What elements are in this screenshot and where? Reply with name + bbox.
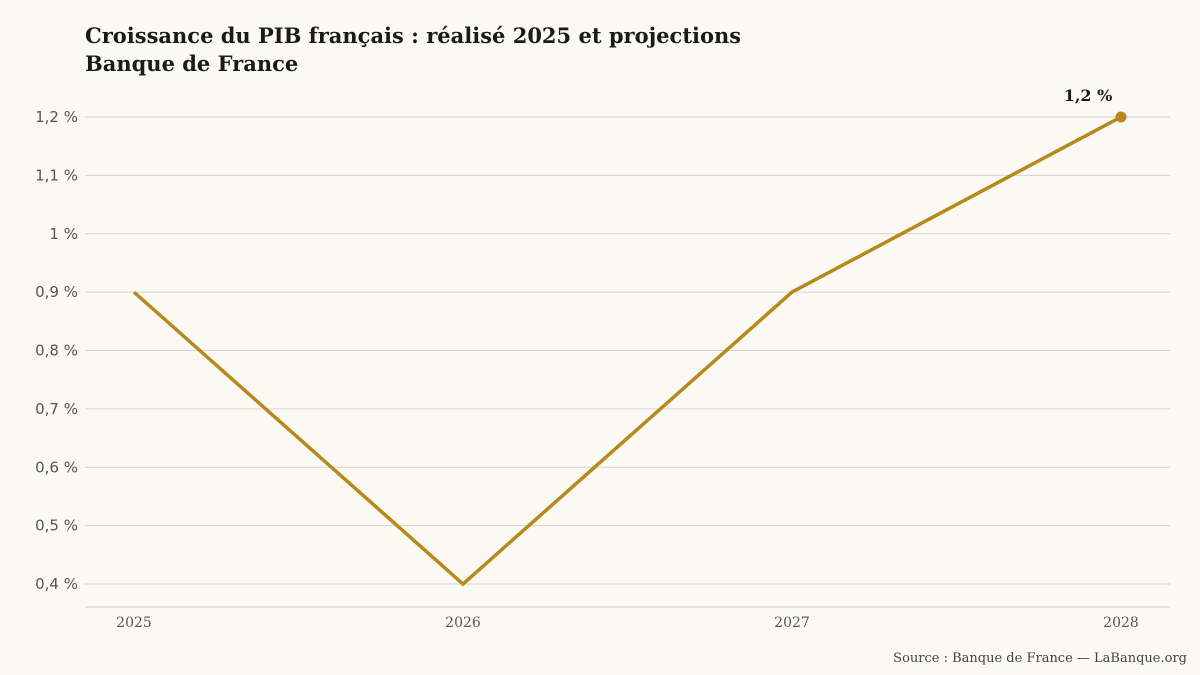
y-tick-label: 0,5 % — [35, 517, 78, 535]
y-tick-label: 0,9 % — [35, 283, 78, 301]
gridlines — [85, 116, 1170, 585]
source-note: Source : Banque de France — LaBanque.org — [893, 651, 1187, 666]
x-tick-label: 2025 — [116, 615, 152, 631]
chart-title-line-1: Croissance du PIB français : réalisé 202… — [85, 23, 742, 48]
y-tick-label: 0,4 % — [35, 575, 78, 593]
y-tick-label: 0,7 % — [35, 400, 78, 418]
y-tick-label: 1,1 % — [35, 166, 78, 184]
end-point-marker — [1115, 111, 1127, 123]
x-tick-label: 2026 — [445, 615, 481, 631]
chart-title: Croissance du PIB français : réalisé 202… — [85, 22, 741, 78]
y-tick-label: 0,6 % — [35, 458, 78, 476]
series-layer — [132, 115, 1122, 587]
y-tick-label: 1,2 % — [35, 108, 78, 126]
data-label: 1,2 % — [1064, 86, 1113, 105]
x-tick-label: 2028 — [1103, 615, 1139, 631]
y-tick-label: 1 % — [49, 225, 78, 243]
y-tick-label: 0,8 % — [35, 342, 78, 360]
series-line — [132, 115, 1122, 587]
x-tick-label: 2027 — [774, 615, 810, 631]
y-axis-ticks: 0,4 % 0,5 % 0,6 % 0,7 % 0,8 % 0,9 % 1 % 1,1 % 1,… — [35, 108, 78, 593]
x-axis: 2025 2026 2027 2028 — [85, 606, 1170, 631]
data-labels: 1,2 % — [1064, 86, 1127, 123]
chart-title-line-2: Banque de France — [85, 51, 299, 76]
